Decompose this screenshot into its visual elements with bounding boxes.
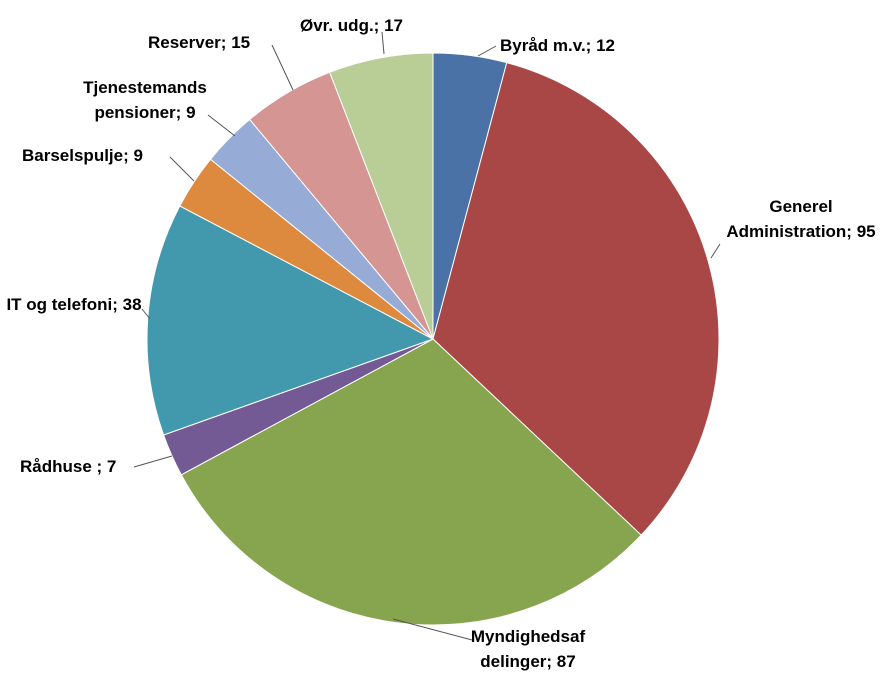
value-label: 15 (231, 33, 251, 52)
data-label: Øvr. udg.; 17 (300, 13, 403, 38)
leader-line (381, 31, 385, 55)
category-label: Myndighedsafdelinger; (470, 627, 586, 671)
data-label: Rådhuse ; 7 (20, 454, 116, 479)
value-label: 87 (556, 652, 576, 671)
value-label: 95 (856, 222, 876, 241)
category-label: Barselspulje; (22, 146, 129, 165)
pie-slice (432, 62, 720, 536)
leader-line (392, 618, 473, 641)
category-label: Byråd m.v.; (500, 36, 592, 55)
data-label: IT og telefoni; 38 (6, 292, 142, 317)
data-label: Generel Administration; 95 (712, 194, 882, 244)
value-label: 38 (122, 295, 142, 314)
leader-line (710, 243, 721, 259)
data-label: Myndighedsafdelinger; 87 (468, 624, 588, 674)
pie-slice (329, 52, 434, 340)
leader-line (141, 308, 151, 320)
data-label: Barselspulje; 9 (22, 143, 143, 168)
pie-slice (146, 205, 435, 436)
value-label: 17 (384, 16, 403, 35)
value-label: 12 (596, 36, 615, 55)
leader-line (207, 114, 236, 137)
category-label: IT og telefoni; (6, 295, 118, 314)
category-label: Generel Administration; (726, 197, 852, 241)
pie-slice (180, 338, 642, 626)
category-label: Rådhuse ; (20, 457, 103, 476)
leader-line (271, 44, 294, 91)
category-label: Tjenestemands pensioner; (83, 78, 207, 122)
value-label: 9 (133, 146, 143, 165)
data-label: Reserver; 15 (148, 30, 250, 55)
value-label: 7 (106, 457, 117, 476)
leader-line (133, 455, 173, 468)
category-label: Reserver; (148, 33, 227, 52)
leader-line (169, 156, 195, 182)
category-label: Øvr. udg.; (300, 16, 380, 35)
leader-line (477, 45, 497, 57)
value-label: 9 (186, 103, 196, 122)
data-label: Tjenestemands pensioner; 9 (70, 75, 220, 125)
data-label: Byråd m.v.; 12 (500, 33, 615, 58)
